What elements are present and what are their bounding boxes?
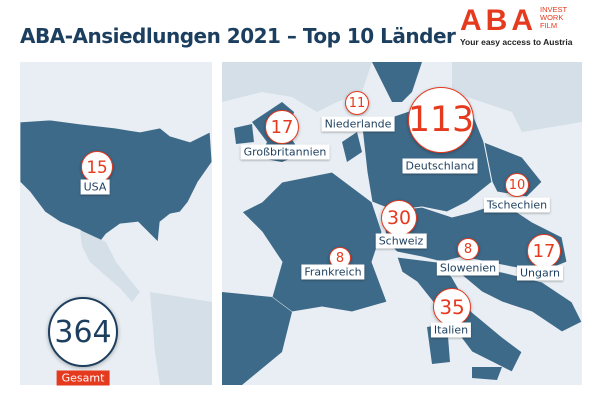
country-label-usa: USA xyxy=(80,179,110,195)
value-bubble-grobritannien: 17 xyxy=(265,110,299,144)
country-label-italien: Italien xyxy=(430,322,472,338)
country-label-tschechien: Tschechien xyxy=(483,197,551,213)
country-label-niederlande: Niederlande xyxy=(321,116,395,132)
value-bubble-italien: 35 xyxy=(433,288,471,326)
value-bubble-slowenien: 8 xyxy=(457,238,479,260)
country-label-ungarn: Ungarn xyxy=(516,265,564,281)
country-label-frankreich: Frankreich xyxy=(301,264,365,280)
value-bubble-niederlande: 11 xyxy=(345,91,369,115)
country-label-grobritannien: Großbritannien xyxy=(240,144,330,160)
usa-map xyxy=(20,119,212,385)
country-label-deutschland: Deutschland xyxy=(402,158,478,174)
value-bubble-ungarn: 17 xyxy=(527,234,561,268)
aba-logo: ABA INVEST WORK FILM Your easy access to… xyxy=(460,4,590,48)
total-circle: 364 xyxy=(48,297,118,367)
value-bubble-deutschland: 113 xyxy=(408,87,474,153)
logo-work: WORK xyxy=(540,13,564,22)
logo-tagline: Your easy access to Austria xyxy=(460,37,573,47)
logo-wordmark: ABA xyxy=(460,4,537,37)
value-bubble-schweiz: 30 xyxy=(381,200,417,236)
total-label: Gesamt xyxy=(56,370,110,386)
value-bubble-tschechien: 10 xyxy=(505,173,529,197)
country-label-schweiz: Schweiz xyxy=(375,233,427,249)
logo-invest: INVEST xyxy=(540,5,568,14)
country-label-slowenien: Slowenien xyxy=(436,260,500,276)
value-bubble-usa: 15 xyxy=(81,151,113,183)
page-title: ABA-Ansiedlungen 2021 – Top 10 Länder xyxy=(20,24,456,48)
logo-side-text: INVEST WORK FILM xyxy=(540,6,567,30)
logo-film: FILM xyxy=(540,21,558,30)
europe-map-panel xyxy=(222,62,582,385)
